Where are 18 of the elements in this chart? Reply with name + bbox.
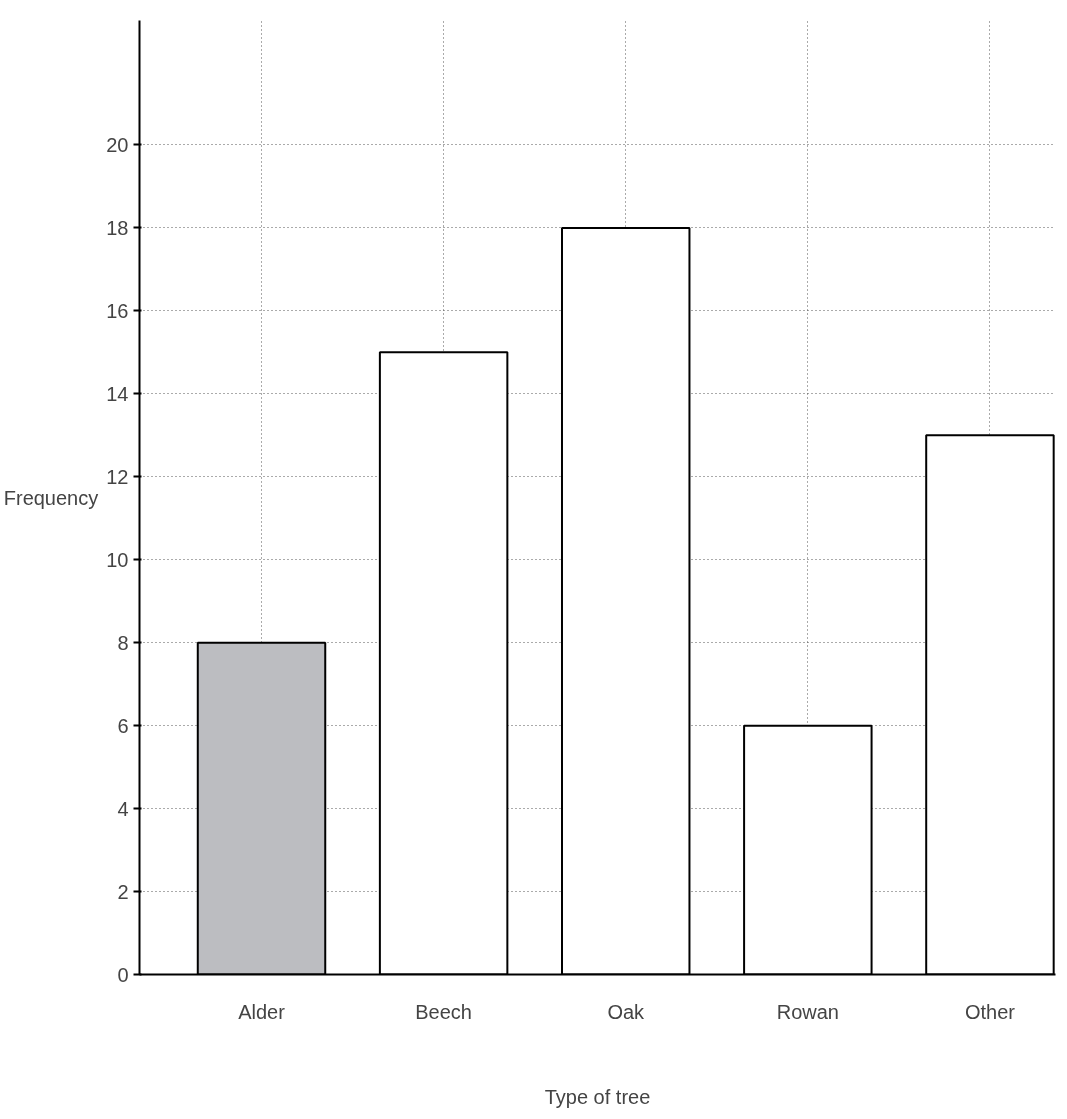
y-tick-label: 16 [106,299,129,322]
x-tick-label: Alder [238,1000,286,1023]
y-tick-label: 10 [106,548,129,571]
x-tick-label: Other [964,1000,1016,1023]
x-tick-label: Oak [607,1000,646,1023]
y-tick-label: 20 [106,133,129,156]
y-tick-label: 6 [117,714,129,737]
x-tick-label: Rowan [776,1000,839,1023]
y-tick-label: 8 [117,631,129,654]
y-axis-title: Frequency [3,486,99,509]
y-tick-label: 14 [106,382,129,405]
y-tick-label: 4 [117,797,129,820]
y-tick-label: 0 [117,963,129,986]
x-axis-title: Type of tree [544,1085,651,1108]
y-tick-label: 12 [106,465,129,488]
x-tick-label: Beech [415,1000,472,1023]
y-tick-label: 2 [117,880,129,903]
y-tick-label: 18 [106,216,129,239]
